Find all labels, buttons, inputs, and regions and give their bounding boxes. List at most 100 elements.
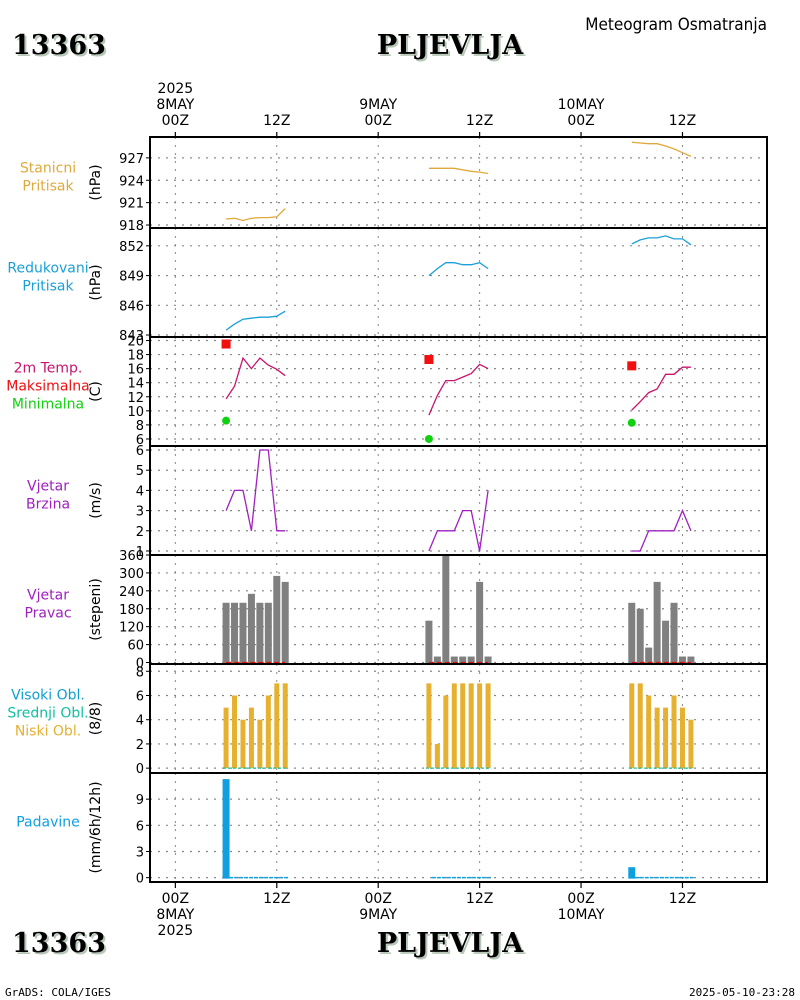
series-line-redukovani-pritisak: [428, 262, 489, 277]
panel-label: Minimalna: [12, 397, 84, 413]
panel-label: Srednji Obl.: [7, 706, 88, 722]
y-tick-label: 0: [136, 872, 144, 887]
wind-dir-bar: [433, 656, 441, 664]
x-tick-label-bottom: 12Z: [466, 891, 493, 907]
marker-max-temp: [424, 355, 434, 365]
y-tick-label: 852: [119, 240, 144, 255]
wind-dir-bar: [662, 620, 670, 664]
wind-dir-bar: [281, 581, 289, 664]
x-tick-label-top: 00Z: [162, 113, 189, 129]
y-tick-label: 849: [119, 270, 144, 285]
panel-frame: [149, 336, 768, 447]
cloud-low-bar: [232, 695, 238, 769]
cloud-low-bar: [443, 695, 449, 769]
panel-wind-direction: 0 60 120 180 240 300 360 (stepeni) Vjetar Pravac: [24, 549, 768, 672]
series-line-redukovani-pritisak: [225, 310, 286, 331]
panel-label: Pritisak: [22, 279, 74, 295]
y-tick-label: 120: [119, 621, 144, 636]
y-axis-label: (hPa): [88, 164, 104, 200]
y-tick-label: 2: [136, 738, 144, 753]
wind-dir-bar: [687, 656, 695, 664]
wind-dir-bar: [636, 608, 644, 664]
y-tick-label: 6: [136, 433, 144, 448]
panel-precipitation: 0 3 6 9 (mm/6h/12h) Padavine: [16, 772, 768, 887]
panel-frame: [149, 445, 768, 556]
wind-dir-bar: [678, 656, 686, 664]
cloud-low-bar: [274, 683, 280, 769]
cloud-low-bar: [679, 707, 685, 769]
chart-subtitle: Meteogram Osmatranja: [585, 15, 767, 35]
x-tick-label-bottom: 12Z: [669, 891, 696, 907]
cloud-low-bar: [468, 683, 474, 769]
x-tick-label-bottom: 9MAY: [359, 907, 397, 923]
cloud-low-bar: [460, 683, 466, 769]
x-tick-label-bottom: 00Z: [365, 891, 392, 907]
marker-min-temp: [627, 418, 636, 427]
panel-label: Stanicni: [20, 161, 76, 177]
cloud-low-bar: [485, 683, 491, 769]
y-tick-label: 12: [127, 391, 144, 406]
y-tick-label: 240: [119, 585, 144, 600]
panel-label: Niski Obl.: [15, 724, 81, 740]
wind-dir-bar: [247, 593, 255, 664]
precip-bar: [628, 867, 636, 879]
y-axis-label: (C): [88, 381, 104, 402]
y-tick-label: 6: [136, 689, 144, 704]
cloud-low-bar: [637, 683, 643, 769]
grads-credit: GrADS: COLA/IGES: [5, 986, 111, 999]
y-tick-label: 6: [136, 444, 144, 459]
panel-label: Maksimalna: [6, 379, 90, 395]
series-line-stanicni-pritisak: [631, 141, 692, 157]
x-tick-label-top: 10MAY: [558, 97, 605, 113]
wind-dir-bar: [645, 647, 653, 664]
cloud-low-bar: [671, 695, 677, 769]
x-tick-label-top: 12Z: [669, 113, 696, 129]
series-line-vjetar-brzina: [428, 490, 489, 552]
cloud-low-bar: [265, 695, 271, 769]
x-tick-label-bottom: 10MAY: [558, 907, 605, 923]
station-id: 13363: [12, 30, 106, 61]
footer-station-id-shadow: 13363: [14, 930, 108, 961]
footer: 13363 13363 PLJEVLJA PLJEVLJA GrADS: COL…: [5, 928, 795, 999]
marker-max-temp: [627, 361, 637, 371]
y-tick-label: 14: [127, 377, 144, 392]
series-line-2m-temp-: [428, 363, 489, 416]
y-tick-label: 10: [127, 405, 144, 420]
wind-dir-bar: [628, 602, 636, 664]
panel-label: Padavine: [16, 815, 80, 831]
x-tick-label-top: 00Z: [567, 113, 594, 129]
series-line-2m-temp-: [631, 366, 691, 411]
cloud-low-bar: [282, 683, 288, 769]
x-tick-label-bottom: 8MAY: [156, 907, 194, 923]
wind-dir-bar: [239, 602, 247, 664]
series-line-stanicni-pritisak: [226, 208, 286, 222]
cloud-low-bar: [688, 719, 694, 769]
wind-dir-bar: [273, 575, 281, 664]
y-axis-label: (8/8): [88, 702, 104, 735]
y-tick-label: 9: [136, 793, 144, 808]
wind-dir-bar: [467, 656, 475, 664]
y-axis-label: (hPa): [88, 264, 104, 300]
panel-label: Brzina: [26, 497, 70, 513]
panel-reduced-pressure: 843 846 849 852 (hPa)Redukovani Pritisak: [7, 227, 768, 344]
x-tick-label-top: 12Z: [263, 113, 290, 129]
y-tick-label: 846: [119, 299, 144, 314]
wind-dir-bar: [653, 581, 661, 664]
wind-dir-bar: [256, 602, 264, 664]
x-tick-label-bottom: 00Z: [567, 891, 594, 907]
panel-label: 2m Temp.: [14, 361, 83, 377]
panel-label: Pravac: [24, 606, 71, 622]
cloud-low-bar: [451, 683, 457, 769]
marker-min-temp: [424, 434, 433, 443]
y-tick-label: 918: [119, 219, 144, 234]
cloud-low-bar: [654, 707, 660, 769]
panel-label: Vjetar: [27, 479, 69, 495]
y-tick-label: 4: [136, 714, 144, 729]
cloud-low-bar: [223, 707, 229, 769]
cloud-low-bar: [663, 707, 669, 769]
y-tick-label: 843: [119, 329, 144, 344]
y-tick-label: 5: [136, 464, 144, 479]
wind-dir-bar: [425, 620, 433, 664]
footer-station-name: PLJEVLJA: [377, 928, 524, 959]
